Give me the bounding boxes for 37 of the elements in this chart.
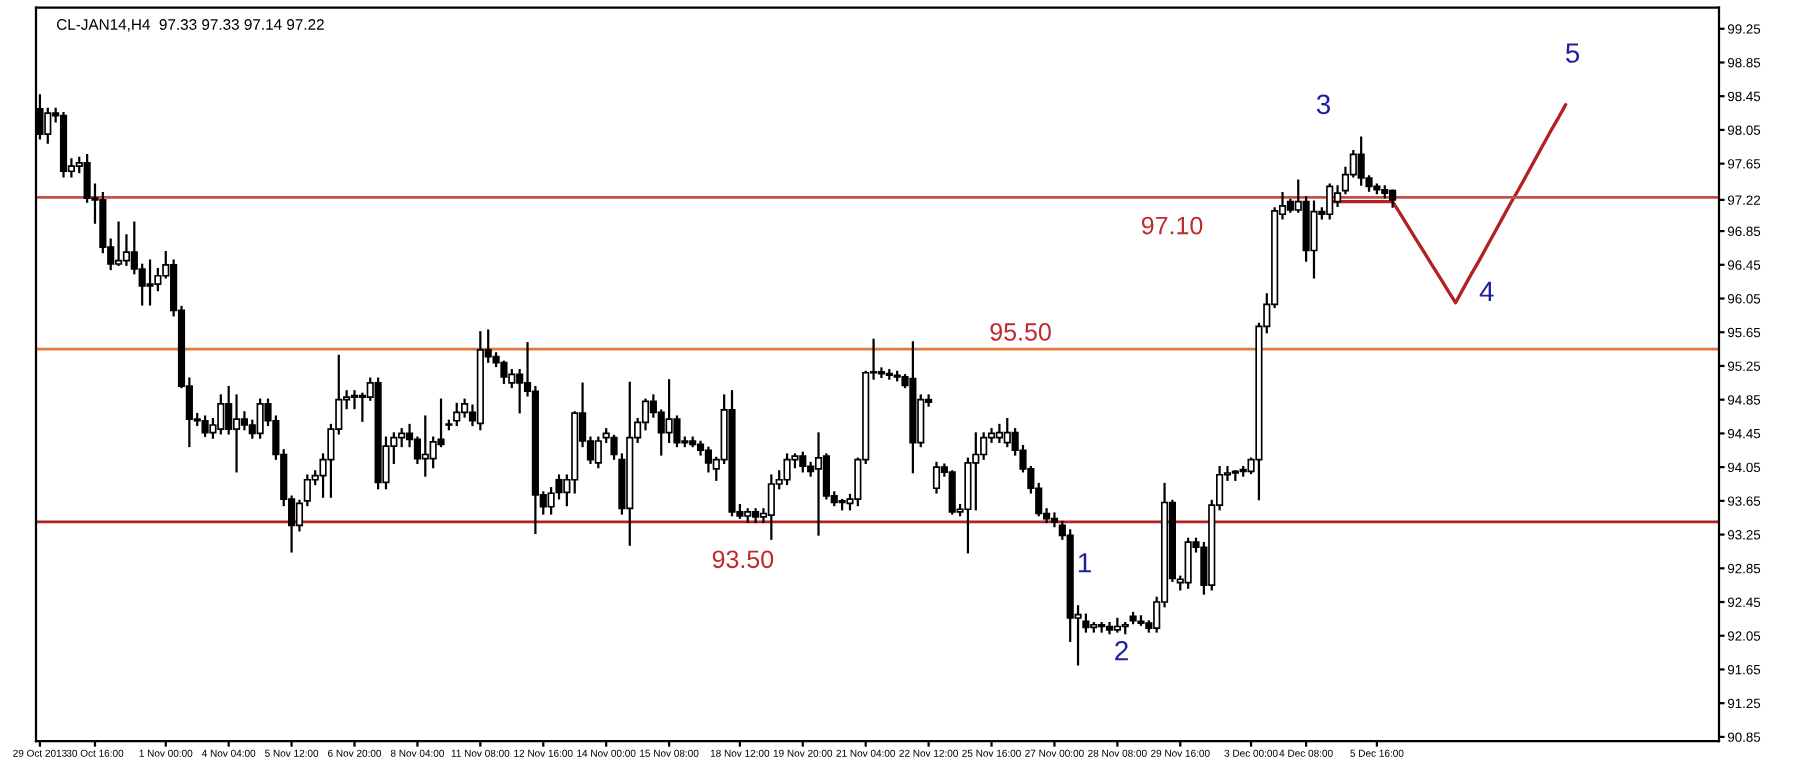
candlestick [1310,200,1318,279]
annotation: 97.10 [1141,216,1203,235]
candlestick [1357,136,1365,186]
candlestick [453,402,461,427]
annotation: 95.50 [990,323,1051,341]
annotation: 2 [1115,640,1128,661]
candlestick [1326,183,1334,220]
candlestick [256,398,264,439]
annotation: 1 [1078,553,1091,573]
candlestick [201,415,209,438]
candlestick [594,436,602,469]
candlestick [932,461,941,494]
candlestick [995,423,1003,443]
candlestick [1003,417,1011,448]
candlestick [814,432,823,536]
line-series [1328,102,1568,305]
candlestick [948,470,956,515]
annotation: 93.50 [712,550,774,569]
candlestick [44,107,52,144]
candlestick [767,474,775,540]
candlestick [232,394,241,473]
candlestick [500,360,508,384]
candlestick [665,379,673,443]
candlestick [146,259,154,306]
candlestick [350,390,359,410]
annotation: 4 [1479,281,1494,301]
candlestick [217,394,225,435]
candlestick [1105,621,1114,635]
annotation: 5 [1565,43,1580,63]
annotation: 3 [1316,94,1330,115]
candlestick [421,415,429,477]
candlestick [704,446,713,473]
candlestick [1184,537,1192,589]
candlestick [877,367,886,379]
candlestick [783,453,791,486]
candlestick [114,221,123,266]
candlestick [799,451,807,473]
